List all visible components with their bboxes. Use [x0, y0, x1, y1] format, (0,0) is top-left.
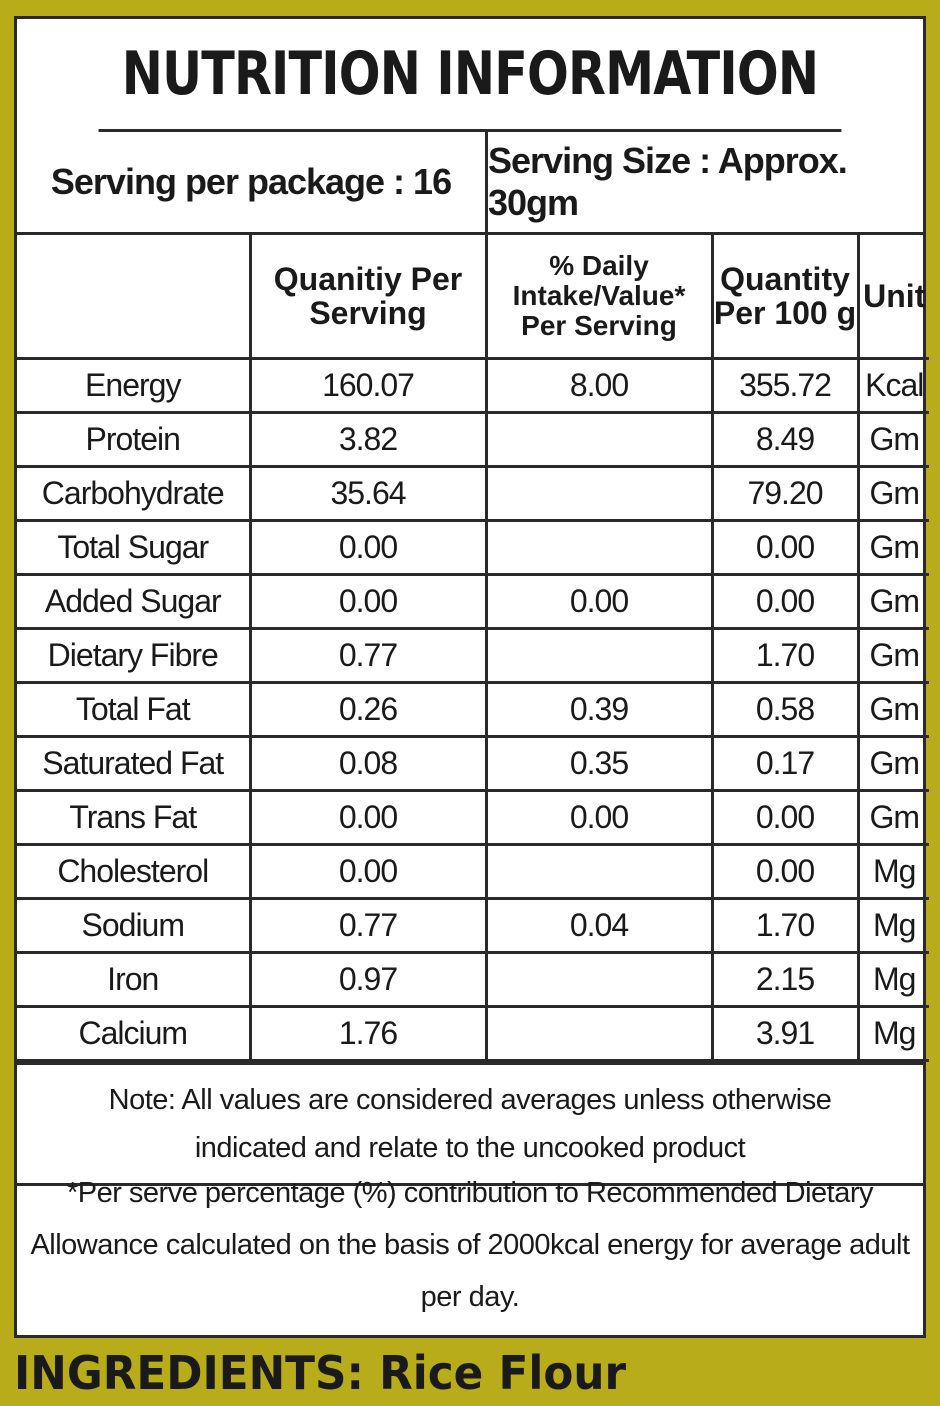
col-header-unit: Unit — [856, 235, 929, 360]
nutrition-rows: Energy 160.07 8.00 355.72 Kcal Protein 3.82 8.4… — [17, 357, 929, 1062]
per-100g-value: 1.70 — [710, 627, 860, 684]
daily-value — [484, 465, 714, 522]
unit: Mg — [856, 897, 929, 954]
table-row: Added Sugar 0.00 0.00 0.00 Gm — [17, 573, 929, 630]
nutrient-name: Protein — [17, 411, 252, 468]
per-serving-value: 0.77 — [248, 897, 488, 954]
per-serving-value: 160.07 — [248, 357, 488, 414]
unit: Mg — [856, 843, 929, 900]
footnote-text: *Per serve percentage (%) contribution t… — [30, 1177, 910, 1313]
per-serving-value: 1.76 — [248, 1005, 488, 1062]
daily-value — [484, 519, 714, 576]
serving-size: Serving Size : Approx. 30gm — [488, 140, 848, 223]
unit: Gm — [856, 627, 929, 684]
table-row: Total Fat 0.26 0.39 0.58 Gm — [17, 681, 929, 738]
table-row: Iron 0.97 2.15 Mg — [17, 951, 929, 1008]
unit: Mg — [856, 1005, 929, 1062]
table-row: Energy 160.07 8.00 355.72 Kcal — [17, 357, 929, 414]
per-100g-value: 1.70 — [710, 897, 860, 954]
unit: Kcal — [856, 357, 929, 414]
daily-value: 0.39 — [484, 681, 714, 738]
daily-value — [484, 843, 714, 900]
daily-value — [484, 411, 714, 468]
per-serving-value: 0.00 — [248, 519, 488, 576]
rda-footnote: *Per serve percentage (%) contribution t… — [17, 1177, 923, 1313]
unit: Gm — [856, 519, 929, 576]
per-serving-value: 0.97 — [248, 951, 488, 1008]
per-serving-value: 3.82 — [248, 411, 488, 468]
nutrient-name: Sodium — [17, 897, 252, 954]
per-serving-value: 0.00 — [248, 789, 488, 846]
per-100g-value: 8.49 — [710, 411, 860, 468]
nutrient-name: Iron — [17, 951, 252, 1008]
daily-value — [484, 951, 714, 1008]
per-serving-value: 0.77 — [248, 627, 488, 684]
per-100g-value: 0.00 — [710, 573, 860, 630]
per-100g-value: 0.00 — [710, 519, 860, 576]
per-serving-value: 35.64 — [248, 465, 488, 522]
table-row: Trans Fat 0.00 0.00 0.00 Gm — [17, 789, 929, 846]
table-row: Protein 3.82 8.49 Gm — [17, 411, 929, 468]
nutrient-name: Added Sugar — [17, 573, 252, 630]
col-header-nutrient — [17, 235, 252, 360]
table-header-row: Quanitiy Per Serving % Daily Intake/Valu… — [17, 235, 929, 360]
per-serving-value: 0.00 — [248, 843, 488, 900]
table-row: Saturated Fat 0.08 0.35 0.17 Gm — [17, 735, 929, 792]
per-100g-value: 0.58 — [710, 681, 860, 738]
daily-value — [484, 627, 714, 684]
per-100g-value: 0.17 — [710, 735, 860, 792]
table-row: Calcium 1.76 3.91 Mg — [17, 1005, 929, 1062]
per-100g-value: 0.00 — [710, 789, 860, 846]
per-100g-value: 3.91 — [710, 1005, 860, 1062]
ingredients-line: INGREDIENTS: Rice Flour — [14, 1346, 627, 1400]
nutrient-name: Dietary Fibre — [17, 627, 252, 684]
per-100g-value: 0.00 — [710, 843, 860, 900]
unit: Mg — [856, 951, 929, 1008]
table-row: Dietary Fibre 0.77 1.70 Gm — [17, 627, 929, 684]
per-serving-value: 0.00 — [248, 573, 488, 630]
col-header-per-serving: Quanitiy Per Serving — [248, 235, 488, 360]
per-serving-value: 0.08 — [248, 735, 488, 792]
daily-value: 0.00 — [484, 789, 714, 846]
per-100g-value: 2.15 — [710, 951, 860, 1008]
nutrient-name: Trans Fat — [17, 789, 252, 846]
daily-value: 0.35 — [484, 735, 714, 792]
col-header-daily-value: % Daily Intake/Value* Per Serving — [484, 235, 714, 360]
unit: Gm — [856, 789, 929, 846]
per-serving-value: 0.26 — [248, 681, 488, 738]
table-row: Carbohydrate 35.64 79.20 Gm — [17, 465, 929, 522]
per-100g-value: 79.20 — [710, 465, 860, 522]
servings-per-package: Serving per package : 16 — [17, 132, 488, 232]
nutrition-table: Quanitiy Per Serving % Daily Intake/Valu… — [17, 235, 929, 1062]
nutrient-name: Energy — [17, 357, 252, 414]
col-header-per-100g: Quantity Per 100 g — [710, 235, 860, 360]
nutrient-name: Total Sugar — [17, 519, 252, 576]
unit: Gm — [856, 681, 929, 738]
note-text: Note: All values are considered averages… — [108, 1084, 832, 1164]
serving-info-row: Serving per package : 16 Serving Size : … — [17, 132, 923, 235]
nutrition-title: NUTRITION INFORMATION — [98, 19, 842, 132]
unit: Gm — [856, 465, 929, 522]
averages-note: Note: All values are considered averages… — [17, 1062, 923, 1183]
nutrient-name: Carbohydrate — [17, 465, 252, 522]
table-row: Total Sugar 0.00 0.00 Gm — [17, 519, 929, 576]
nutrient-name: Saturated Fat — [17, 735, 252, 792]
nutrient-name: Cholesterol — [17, 843, 252, 900]
daily-value: 0.00 — [484, 573, 714, 630]
daily-value: 0.04 — [484, 897, 714, 954]
nutrient-name: Calcium — [17, 1005, 252, 1062]
unit: Gm — [856, 573, 929, 630]
table-row: Sodium 0.77 0.04 1.70 Mg — [17, 897, 929, 954]
table-row: Cholesterol 0.00 0.00 Mg — [17, 843, 929, 900]
daily-value — [484, 1005, 714, 1062]
nutrition-panel: NUTRITION INFORMATION Serving per packag… — [14, 16, 929, 1338]
nutrient-name: Total Fat — [17, 681, 252, 738]
per-100g-value: 355.72 — [710, 357, 860, 414]
unit: Gm — [856, 411, 929, 468]
daily-value: 8.00 — [484, 357, 714, 414]
unit: Gm — [856, 735, 929, 792]
